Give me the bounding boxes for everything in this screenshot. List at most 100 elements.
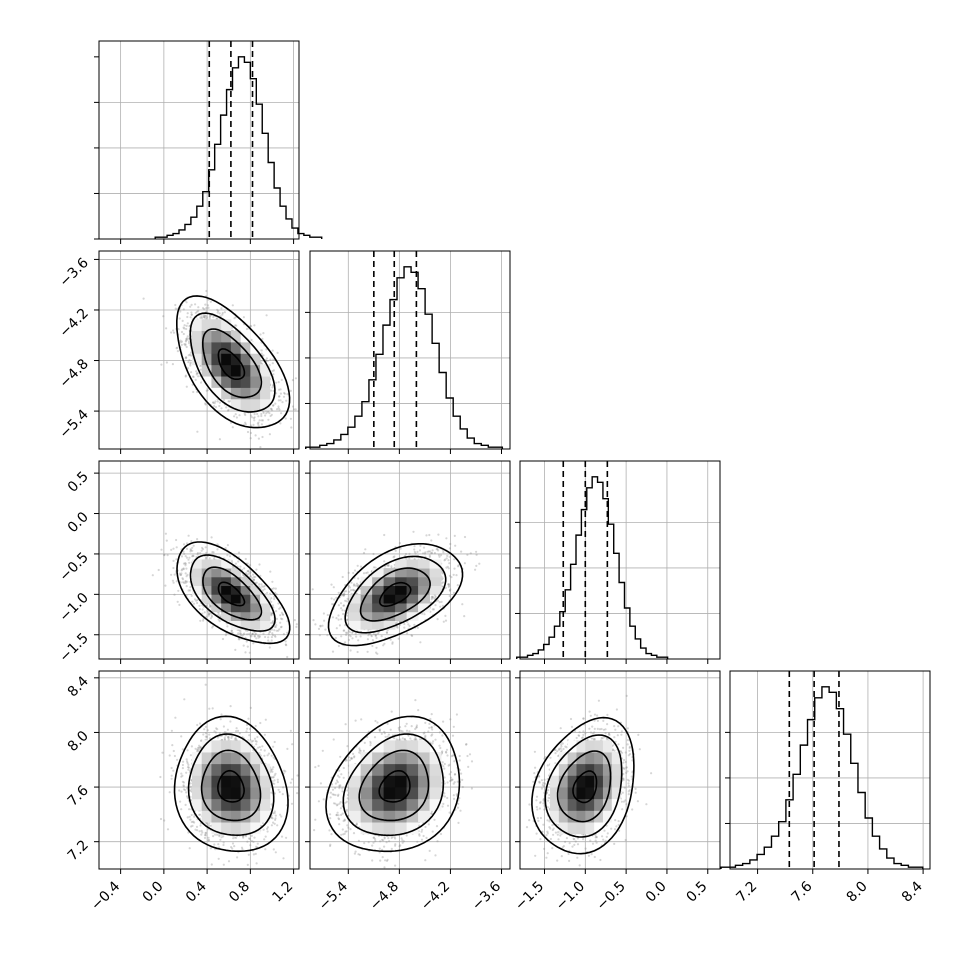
sample-point	[269, 414, 272, 418]
sample-point	[190, 540, 193, 543]
sample-point	[181, 319, 184, 322]
sample-point	[204, 402, 207, 405]
sample-point	[244, 423, 247, 426]
sample-point	[279, 626, 283, 629]
density-cell	[250, 387, 261, 400]
sample-point	[192, 375, 195, 379]
sample-point	[286, 393, 289, 396]
sample-point	[291, 405, 295, 408]
sample-point	[176, 350, 179, 353]
sample-point	[267, 633, 270, 636]
sample-point	[190, 303, 193, 306]
sample-point	[260, 412, 263, 416]
sample-point	[196, 601, 199, 605]
sample-point	[190, 351, 193, 354]
sample-point	[271, 634, 274, 637]
sample-point	[235, 324, 238, 327]
sample-point	[255, 568, 258, 571]
sample-point	[179, 341, 182, 344]
sample-point	[223, 311, 226, 314]
sample-point	[172, 581, 175, 584]
y-tick-label: −1.5	[56, 630, 91, 665]
sample-point	[413, 545, 416, 548]
sample-point	[185, 301, 188, 304]
sample-point	[237, 632, 240, 635]
density-cell	[240, 603, 251, 613]
sample-point	[185, 556, 189, 559]
sample-point	[164, 584, 167, 587]
sample-point	[199, 368, 202, 371]
sample-point	[270, 407, 273, 410]
sample-point	[198, 608, 201, 611]
sample-point	[257, 415, 260, 418]
sample-point	[200, 381, 203, 384]
sample-point	[262, 332, 265, 335]
sample-point	[195, 370, 198, 373]
sample-point	[174, 303, 177, 307]
sample-point	[182, 543, 186, 546]
sample-point	[269, 570, 272, 573]
sample-point	[171, 363, 174, 366]
sample-point	[212, 401, 215, 404]
sample-point	[279, 392, 282, 395]
sample-point	[244, 651, 247, 654]
sample-point	[186, 335, 189, 338]
sample-point	[244, 413, 247, 417]
sample-point	[203, 308, 206, 311]
sample-point	[249, 564, 252, 567]
sample-point	[237, 551, 241, 554]
sample-point	[275, 629, 278, 632]
sample-point	[197, 306, 200, 309]
sample-point	[175, 546, 178, 549]
sample-point	[212, 316, 215, 319]
density-cell	[260, 387, 271, 400]
sample-point	[226, 544, 229, 547]
sample-point	[267, 639, 270, 642]
sample-point	[275, 610, 278, 613]
sample-point	[277, 405, 280, 408]
sample-point	[261, 435, 264, 439]
sample-point	[268, 433, 271, 436]
sample-point	[344, 641, 347, 644]
sample-point	[252, 578, 256, 581]
density-cell	[250, 398, 261, 411]
sample-point	[274, 402, 277, 405]
sample-point	[209, 617, 213, 620]
sample-point	[189, 305, 192, 308]
sample-point	[186, 338, 189, 341]
sample-point	[228, 555, 232, 558]
sample-point	[269, 389, 273, 392]
density-cell	[230, 364, 242, 377]
sample-point	[195, 372, 199, 375]
sample-point	[270, 413, 273, 416]
sample-point	[258, 583, 261, 586]
sample-point	[205, 316, 208, 319]
sample-point	[349, 649, 352, 652]
sample-point	[253, 419, 256, 422]
sample-point	[196, 553, 199, 556]
sample-point	[142, 297, 145, 300]
sample-point	[244, 557, 247, 561]
panel-frame	[309, 250, 511, 450]
sample-point	[294, 408, 297, 411]
sample-point	[213, 557, 216, 560]
sample-point	[280, 412, 283, 415]
sample-point	[216, 311, 219, 314]
sample-point	[185, 547, 189, 551]
sample-point	[226, 554, 229, 557]
sample-point	[278, 408, 281, 411]
sample-point	[175, 538, 178, 542]
sample-point	[225, 406, 228, 409]
sample-point	[290, 426, 293, 429]
sample-point	[151, 574, 154, 577]
sample-point	[249, 437, 252, 440]
sample-point	[184, 572, 187, 575]
sample-point	[282, 633, 285, 636]
sample-point	[202, 316, 205, 319]
sample-point	[252, 423, 255, 426]
sample-point	[178, 603, 181, 607]
sample-point	[270, 621, 273, 625]
y-tick-label: −0.5	[56, 549, 91, 584]
sample-point	[279, 621, 282, 624]
sample-point	[279, 422, 282, 425]
